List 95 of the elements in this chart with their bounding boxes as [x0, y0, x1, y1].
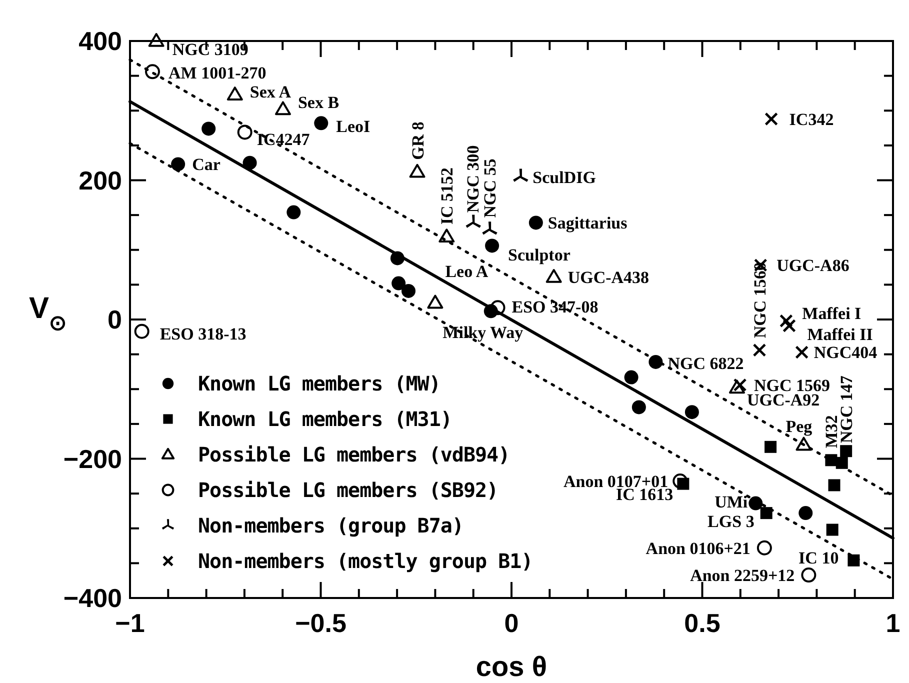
- point: [684, 405, 699, 420]
- point: [274, 101, 291, 116]
- point: [848, 554, 860, 566]
- y-tick-label: 200: [78, 165, 122, 196]
- y-tick-label: 400: [78, 26, 122, 56]
- y-axis-title: V$_{⊙}$: [28, 292, 68, 334]
- point: [672, 474, 688, 489]
- point: [756, 540, 772, 556]
- annotation: Sagittarius: [548, 214, 628, 233]
- annotation: Sex A: [250, 82, 292, 102]
- legend-label: Known LG members (M31): [198, 407, 452, 431]
- annotation: Leo A: [445, 262, 489, 281]
- point: [796, 436, 812, 451]
- annotation: GR 8: [408, 122, 428, 160]
- annotation: IC 10: [798, 548, 839, 568]
- point: [226, 86, 243, 101]
- point: [733, 378, 747, 392]
- annotation: IC 5152: [438, 167, 457, 225]
- point: [148, 33, 164, 47]
- annotation: LeoI: [336, 117, 371, 136]
- x-axis-title: cos θ: [476, 651, 548, 682]
- annotation: Anon 2259+12: [690, 566, 795, 586]
- annotation: IC342: [789, 110, 834, 129]
- annotation: LGS 3: [708, 512, 754, 532]
- x-tick-label: 0: [504, 608, 519, 638]
- annotation: Car: [192, 155, 221, 174]
- point: [840, 445, 852, 458]
- point: [546, 269, 562, 283]
- point: [490, 300, 506, 316]
- point: [202, 122, 216, 136]
- point: [748, 496, 763, 510]
- point: [826, 524, 838, 536]
- annotation: Peg: [786, 416, 813, 436]
- point: [782, 319, 796, 332]
- annotation: AM 1001-270: [168, 64, 266, 83]
- annotation: Anon 0106+21: [646, 538, 750, 558]
- annotation: NGC 55: [480, 158, 500, 218]
- point: [134, 324, 150, 339]
- point: [145, 64, 160, 80]
- point: [314, 116, 328, 130]
- annotation: NGC 6822: [668, 354, 744, 373]
- point: [485, 238, 500, 253]
- legend-label: Known LG members (MW): [198, 372, 440, 396]
- point: [764, 440, 777, 453]
- point: [237, 124, 252, 140]
- point: [401, 284, 416, 298]
- legend-label: Possible LG members (SB92): [198, 478, 498, 502]
- annotation: NGC 3109: [172, 40, 248, 59]
- point: [825, 454, 838, 466]
- point: [482, 222, 498, 235]
- point: [286, 205, 301, 220]
- annotation: UMi: [714, 492, 748, 512]
- point: [728, 380, 745, 394]
- point: [764, 112, 778, 126]
- x-tick-label: 0.5: [684, 608, 720, 638]
- annotation: IC4247: [256, 130, 310, 150]
- x-tick-label: 1: [886, 608, 900, 638]
- point: [466, 214, 481, 228]
- annotation: Sex B: [298, 93, 340, 112]
- point: [632, 400, 646, 414]
- point: [648, 354, 663, 369]
- annotation: Sculptor: [508, 246, 571, 265]
- point: [513, 168, 528, 182]
- legend-label: Possible LG members (vdB94): [198, 442, 510, 466]
- point: [438, 228, 455, 243]
- y-tick-label: −200: [63, 444, 122, 474]
- point: [828, 479, 840, 492]
- point: [528, 216, 543, 230]
- annotation: Milky Way: [442, 323, 524, 342]
- annotation: NGC404: [814, 343, 878, 362]
- point: [624, 370, 638, 384]
- y-tick-label: 0: [108, 304, 122, 334]
- annotation: UGC-A86: [776, 256, 850, 276]
- point: [409, 164, 426, 178]
- point: [171, 157, 186, 172]
- x-tick-label: −0.5: [295, 608, 346, 638]
- point: [801, 568, 816, 583]
- point: [427, 294, 444, 309]
- point: [392, 276, 406, 290]
- point: [760, 507, 772, 520]
- annotation: ESO 347-08: [512, 298, 598, 317]
- annotation: UGC-A438: [568, 268, 650, 288]
- annotation: ESO 318-13: [160, 324, 246, 344]
- annotation: SculDIG: [532, 168, 596, 187]
- legend-label: Non-members (group B7a): [198, 514, 464, 538]
- annotation: NGC 300: [463, 145, 482, 213]
- annotation: Maffei I: [802, 304, 862, 323]
- point: [795, 346, 809, 359]
- point: [798, 506, 813, 520]
- legend-label: Non-members (mostly group B1): [198, 549, 533, 573]
- point: [779, 314, 793, 328]
- point: [242, 156, 257, 170]
- point: [752, 343, 766, 357]
- point: [390, 251, 404, 266]
- annotation: Maffei II: [807, 324, 874, 344]
